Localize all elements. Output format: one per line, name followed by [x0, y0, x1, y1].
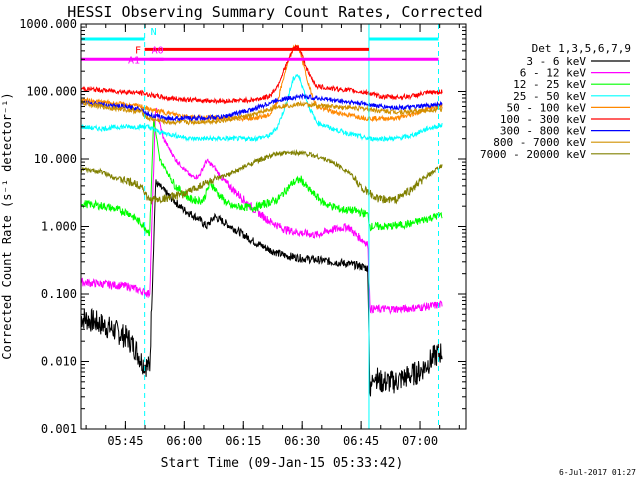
footer-timestamp: 6-Jul-2017 01:27: [559, 468, 636, 477]
legend-label-8: 7000 - 20000 keV: [480, 148, 586, 161]
y-tick-label: 0.010: [41, 355, 77, 369]
series-line-3: [81, 74, 443, 143]
y-axis-label: Corrected Count Rate (s⁻¹ detector⁻¹): [0, 92, 14, 359]
y-tick-label: 1.000: [41, 220, 77, 234]
legend-label-5: 100 - 300 keV: [500, 113, 586, 126]
y-tick-label: 0.001: [41, 422, 77, 436]
series-layer: [81, 43, 443, 397]
legend-header: Det 1,3,5,6,7,9: [532, 42, 631, 55]
series-line-5: [81, 44, 443, 105]
legend-label-1: 6 - 12 keV: [520, 67, 587, 80]
series-line-7: [81, 98, 443, 126]
y-tick-label: 10.000: [34, 152, 77, 166]
x-tick-label: 06:00: [166, 434, 202, 448]
legend-label-3: 25 - 50 keV: [513, 90, 586, 103]
x-axis-label: Start Time (09-Jan-15 05:33:42): [161, 456, 404, 471]
y-tick-label: 0.100: [41, 287, 77, 301]
state-label-f: F: [135, 45, 141, 56]
state-marks-layer: NF A0 A1: [80, 24, 439, 429]
x-tick-label: 06:30: [284, 434, 320, 448]
state-label-a0: A0: [152, 45, 164, 56]
state-label-a1: A1: [128, 55, 140, 66]
legend-label-4: 50 - 100 keV: [507, 101, 587, 114]
y-tick-label: 1000.000: [19, 17, 77, 31]
x-axis: 05:45 06:00 06:15 06:30 06:45 07:00: [85, 24, 460, 448]
x-tick-label: 06:15: [225, 434, 261, 448]
state-label-n: N: [151, 27, 157, 38]
legend-label-0: 3 - 6 keV: [526, 55, 586, 68]
series-line-4: [81, 43, 443, 123]
y-tick-label: 100.000: [26, 85, 77, 99]
series-line-2: [81, 120, 443, 237]
series-line-1: [81, 107, 443, 315]
series-line-8: [81, 148, 443, 205]
legend-label-6: 300 - 800 keV: [500, 125, 586, 138]
x-tick-label: 06:45: [343, 434, 379, 448]
series-line-0: [81, 179, 443, 397]
legend-label-2: 12 - 25 keV: [513, 78, 586, 91]
x-tick-label: 07:00: [402, 434, 438, 448]
chart-title: HESSI Observing Summary Count Rates, Cor…: [67, 3, 482, 21]
x-tick-label: 05:45: [107, 434, 143, 448]
legend-label-7: 800 - 7000 keV: [493, 136, 586, 149]
y-axis: 1000.000 100.000 10.000 1.000 0.100 0.010 0.00…: [19, 17, 466, 436]
